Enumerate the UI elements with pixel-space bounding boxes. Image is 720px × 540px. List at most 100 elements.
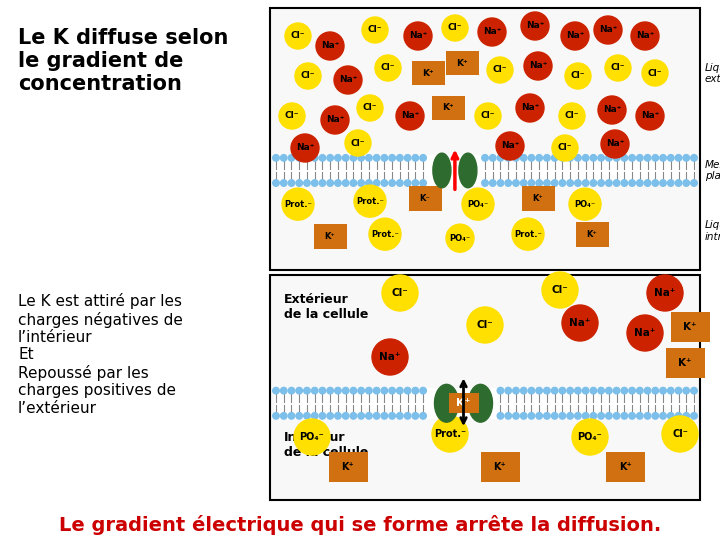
Circle shape [631, 22, 659, 50]
Circle shape [374, 387, 380, 394]
Circle shape [396, 102, 424, 130]
Circle shape [343, 387, 349, 394]
Text: Na⁺: Na⁺ [603, 105, 621, 114]
Text: Cl⁻: Cl⁻ [368, 25, 382, 35]
Text: K⁺: K⁺ [683, 322, 697, 332]
Circle shape [366, 180, 372, 186]
Text: Na⁺: Na⁺ [566, 31, 584, 40]
Circle shape [381, 413, 387, 419]
Circle shape [343, 180, 349, 186]
Circle shape [490, 154, 496, 161]
Text: Na⁺: Na⁺ [321, 42, 339, 51]
Text: Na⁺: Na⁺ [570, 318, 590, 328]
Circle shape [606, 180, 612, 186]
Circle shape [279, 103, 305, 129]
Text: Na⁺: Na⁺ [339, 76, 357, 84]
Circle shape [397, 387, 403, 394]
Circle shape [621, 154, 628, 161]
Text: Le K diffuse selon
le gradient de
concentration: Le K diffuse selon le gradient de concen… [18, 28, 228, 94]
Circle shape [542, 272, 578, 308]
Circle shape [405, 413, 411, 419]
Circle shape [598, 96, 626, 124]
Circle shape [690, 154, 697, 161]
Circle shape [389, 180, 395, 186]
Circle shape [372, 339, 408, 375]
Circle shape [675, 154, 682, 161]
Circle shape [629, 180, 635, 186]
Text: K⁺: K⁺ [618, 462, 631, 472]
Text: PO₄⁻: PO₄⁻ [575, 200, 595, 208]
Text: PO₄⁻: PO₄⁻ [300, 432, 325, 442]
Circle shape [513, 413, 519, 419]
Text: PO₄⁻: PO₄⁻ [449, 234, 471, 242]
Text: Prot.⁻: Prot.⁻ [356, 197, 384, 206]
Circle shape [621, 387, 628, 394]
Circle shape [498, 387, 504, 394]
Circle shape [644, 387, 651, 394]
Circle shape [412, 387, 418, 394]
Circle shape [288, 387, 294, 394]
Circle shape [296, 154, 302, 161]
Text: Membrane
plasmique: Membrane plasmique [705, 160, 720, 181]
Circle shape [528, 387, 535, 394]
Text: K⁺: K⁺ [587, 230, 598, 239]
Text: Cl⁻: Cl⁻ [492, 65, 508, 75]
FancyBboxPatch shape [328, 453, 367, 482]
Circle shape [521, 180, 527, 186]
Circle shape [412, 413, 418, 419]
Circle shape [690, 180, 697, 186]
Text: Na⁺: Na⁺ [599, 25, 617, 35]
Circle shape [690, 387, 697, 394]
Circle shape [327, 154, 333, 161]
FancyBboxPatch shape [665, 348, 704, 377]
Circle shape [575, 154, 581, 161]
Circle shape [662, 416, 698, 452]
Circle shape [405, 154, 411, 161]
Bar [270, 8, 700, 270]
Circle shape [496, 132, 524, 160]
Circle shape [273, 180, 279, 186]
Circle shape [613, 154, 620, 161]
Circle shape [667, 154, 674, 161]
Circle shape [647, 275, 683, 311]
Text: Cl⁻: Cl⁻ [611, 64, 625, 72]
Circle shape [652, 387, 659, 394]
Circle shape [660, 413, 666, 419]
Circle shape [582, 413, 589, 419]
Text: Prot.⁻: Prot.⁻ [371, 230, 399, 239]
Circle shape [374, 180, 380, 186]
Circle shape [598, 413, 604, 419]
Text: K⁺: K⁺ [325, 232, 336, 241]
FancyBboxPatch shape [670, 312, 709, 342]
Circle shape [636, 413, 643, 419]
Circle shape [521, 154, 527, 161]
Text: Extérieur
de la cellule: Extérieur de la cellule [284, 293, 369, 321]
Circle shape [536, 180, 542, 186]
Text: Le K est attiré par les
charges négatives de
l’intérieur
Et
Repoussé par les
cha: Le K est attiré par les charges négative… [18, 293, 183, 416]
Circle shape [613, 413, 620, 419]
Text: PO₄⁻: PO₄⁻ [467, 200, 489, 208]
Circle shape [683, 413, 690, 419]
Circle shape [613, 180, 620, 186]
Circle shape [575, 387, 581, 394]
Circle shape [446, 224, 474, 252]
Circle shape [358, 387, 364, 394]
Circle shape [601, 130, 629, 158]
Circle shape [420, 413, 426, 419]
Circle shape [572, 419, 608, 455]
Circle shape [319, 387, 325, 394]
FancyBboxPatch shape [431, 96, 464, 120]
Text: Cl⁻: Cl⁻ [448, 24, 462, 32]
Text: Na⁺: Na⁺ [401, 111, 419, 120]
Text: K⁺: K⁺ [442, 104, 454, 112]
Circle shape [561, 22, 589, 50]
Text: Cl⁻: Cl⁻ [381, 64, 395, 72]
Text: K⁺: K⁺ [533, 194, 544, 202]
Text: Prot.⁻: Prot.⁻ [434, 429, 466, 439]
Circle shape [567, 154, 573, 161]
Circle shape [544, 180, 550, 186]
Text: Liquide
intracellulaire: Liquide intracellulaire [705, 220, 720, 241]
Circle shape [475, 103, 501, 129]
Ellipse shape [434, 384, 459, 422]
Text: Cl⁻: Cl⁻ [477, 320, 493, 330]
